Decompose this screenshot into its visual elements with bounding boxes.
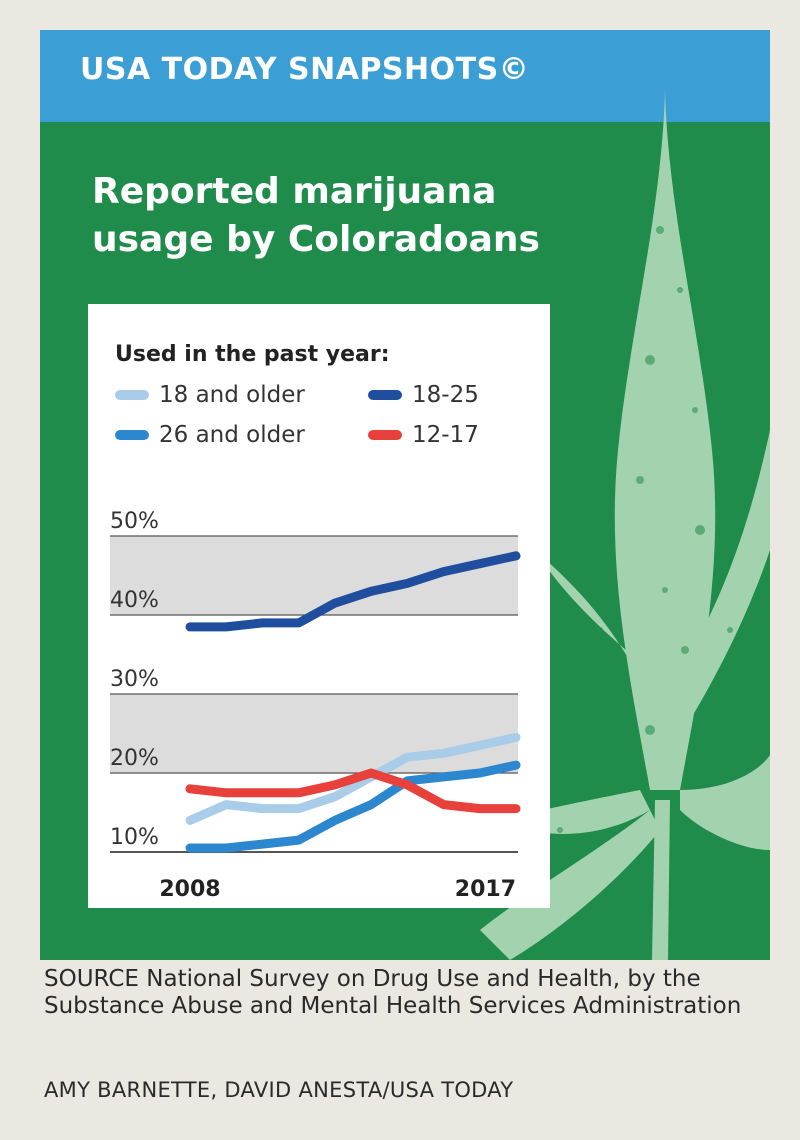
chart-title: Reported marijuana usage by Coloradoans	[92, 171, 540, 260]
y-tick-label: 40%	[110, 588, 159, 613]
y-tick-label: 50%	[110, 509, 159, 534]
y-tick-label: 10%	[110, 825, 159, 850]
series-line-18-25	[185, 551, 521, 632]
grid-band	[110, 694, 518, 773]
legend-label: 18-25	[412, 382, 479, 408]
chart-card: Used in the past year: 18 and older 18-2…	[88, 304, 550, 908]
series-line-26-and-older	[185, 760, 521, 853]
x-tick-label: 2017	[455, 877, 516, 902]
legend-label: 26 and older	[159, 422, 305, 448]
legend-item-18-25: 18-25	[368, 382, 479, 408]
legend-swatch	[115, 390, 149, 400]
series-line-12-17	[185, 768, 521, 814]
credit-line: AMY BARNETTE, DAVID ANESTA/USA TODAY	[44, 1078, 514, 1102]
y-tick-label: 20%	[110, 746, 159, 771]
legend-swatch	[368, 430, 402, 440]
series-line-18-and-older	[185, 732, 521, 825]
y-tick-label: 30%	[110, 667, 159, 692]
line-chart: 10% 20% 30% 40% 50% 2008 2017	[110, 509, 521, 902]
legend-swatch	[368, 390, 402, 400]
banner-label: USA TODAY SNAPSHOTS©	[80, 52, 530, 87]
grid-band	[110, 536, 518, 615]
chart-subtitle: Used in the past year:	[115, 342, 390, 367]
legend-item-12-17: 12-17	[368, 422, 479, 448]
legend-label: 12-17	[412, 422, 479, 448]
source-note: SOURCE National Survey on Drug Use and H…	[44, 966, 742, 1019]
x-tick-label: 2008	[159, 877, 220, 902]
legend-item-26-and-older: 26 and older	[115, 422, 305, 448]
legend-label: 18 and older	[159, 382, 305, 408]
legend-swatch	[115, 430, 149, 440]
snapshot-panel: USA TODAY SNAPSHOTS© Reported mari	[40, 30, 770, 960]
cannabis-leaf-icon	[480, 90, 770, 960]
banner: USA TODAY SNAPSHOTS©	[40, 30, 770, 122]
legend-item-18-and-older: 18 and older	[115, 382, 305, 408]
